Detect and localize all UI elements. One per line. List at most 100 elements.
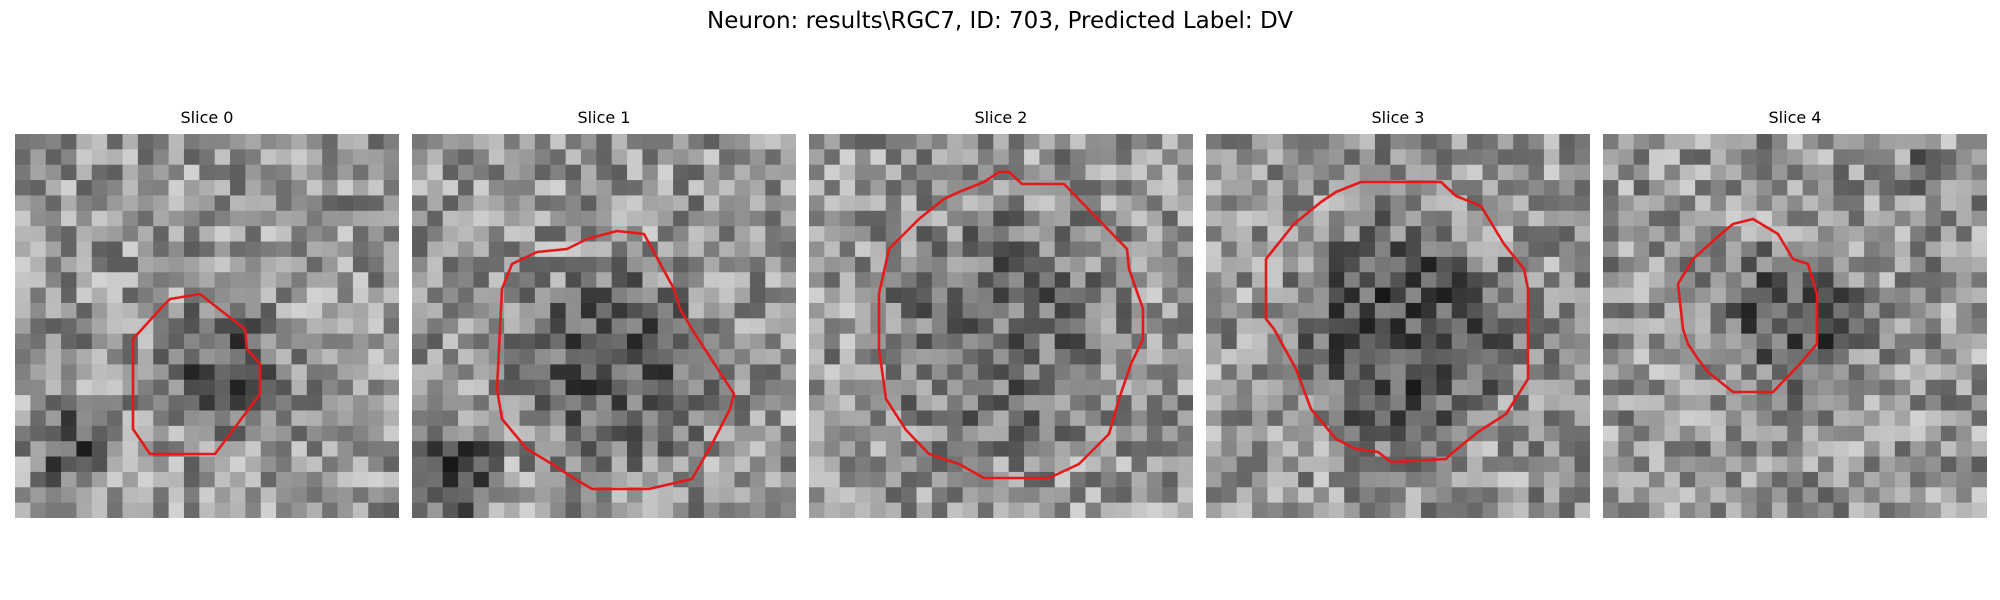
image-pixel [749, 456, 766, 473]
image-pixel [76, 471, 93, 488]
image-pixel [1421, 256, 1437, 273]
image-pixel [1528, 333, 1545, 350]
image-pixel [1131, 425, 1148, 442]
image-pixel [1252, 226, 1268, 243]
image-pixel [1559, 164, 1576, 181]
image-pixel [61, 333, 77, 350]
image-pixel [1206, 441, 1222, 458]
image-pixel [473, 333, 490, 350]
image-pixel [1405, 333, 1422, 350]
image-pixel [1146, 471, 1163, 488]
image-pixel [1925, 287, 1942, 304]
image-pixel [1574, 487, 1590, 504]
image-pixel [839, 134, 856, 150]
image-pixel [673, 256, 689, 273]
image-pixel [230, 364, 246, 381]
image-pixel [1206, 149, 1222, 166]
image-pixel [1725, 226, 1742, 243]
image-pixel [291, 410, 308, 427]
image-pixel [352, 241, 369, 258]
image-pixel [580, 395, 597, 411]
image-pixel [627, 471, 643, 488]
image-pixel [91, 226, 108, 243]
image-pixel [1221, 471, 1238, 488]
image-pixel [1390, 241, 1407, 258]
image-pixel [657, 364, 674, 381]
image-pixel [657, 272, 674, 289]
image-pixel [809, 164, 825, 181]
image-pixel [657, 134, 674, 150]
image-pixel [627, 210, 643, 227]
image-pixel [1528, 180, 1545, 196]
image-pixel [596, 502, 613, 518]
image-pixel [1756, 302, 1773, 319]
image-pixel [611, 149, 628, 166]
image-pixel [383, 425, 399, 442]
image-pixel [1054, 287, 1071, 304]
image-pixel [749, 287, 766, 304]
image-pixel [230, 379, 246, 396]
image-pixel [534, 395, 551, 411]
image-pixel [322, 195, 339, 212]
image-pixel [611, 441, 628, 458]
image-pixel [1436, 502, 1453, 518]
image-pixel [214, 502, 231, 518]
image-pixel [1559, 364, 1576, 381]
image-pixel [1802, 379, 1819, 396]
image-pixel [1649, 149, 1665, 166]
image-pixel [91, 164, 108, 181]
image-pixel [1298, 272, 1315, 289]
image-pixel [1131, 364, 1148, 381]
image-pixel [627, 410, 643, 427]
image-pixel [565, 256, 582, 273]
image-pixel [1267, 195, 1284, 212]
image-pixel [673, 395, 689, 411]
image-pixel [260, 164, 277, 181]
image-pixel [780, 272, 796, 289]
image-pixel [1085, 487, 1102, 504]
image-pixel [383, 333, 399, 350]
image-pixel [780, 180, 796, 196]
image-pixel [137, 210, 154, 227]
image-pixel [122, 318, 139, 335]
image-pixel [1451, 395, 1468, 411]
image-pixel [1359, 272, 1376, 289]
image-pixel [245, 149, 262, 166]
image-pixel [1054, 226, 1071, 243]
image-pixel [1024, 272, 1040, 289]
image-pixel [550, 210, 567, 227]
image-pixel [1771, 226, 1788, 243]
image-pixel [1497, 134, 1514, 150]
image-pixel [565, 302, 582, 319]
image-pixel [1710, 349, 1727, 365]
image-pixel [839, 502, 856, 518]
image-pixel [1467, 349, 1483, 365]
image-pixel [1467, 302, 1483, 319]
image-pixel [1618, 272, 1635, 289]
image-pixel [1543, 164, 1560, 181]
image-pixel [1725, 195, 1742, 212]
image-pixel [1848, 164, 1865, 181]
image-pixel [1633, 241, 1650, 258]
image-pixel [1390, 318, 1407, 335]
image-pixel [1221, 502, 1238, 518]
image-pixel [245, 441, 262, 458]
image-pixel [168, 180, 185, 196]
image-pixel [703, 272, 720, 289]
image-pixel [76, 226, 93, 243]
image-pixel [1328, 134, 1345, 150]
image-pixel [870, 410, 887, 427]
image-pixel [1559, 195, 1576, 212]
image-pixel [780, 425, 796, 442]
image-pixel [1910, 287, 1927, 304]
image-pixel [1070, 333, 1086, 350]
image-pixel [1359, 395, 1376, 411]
image-pixel [137, 287, 154, 304]
image-pixel [1956, 195, 1973, 212]
image-pixel [1100, 164, 1117, 181]
image-pixel [1328, 410, 1345, 427]
image-pixel [870, 210, 887, 227]
image-pixel [30, 487, 47, 504]
image-pixel [627, 302, 643, 319]
image-pixel [1497, 364, 1514, 381]
